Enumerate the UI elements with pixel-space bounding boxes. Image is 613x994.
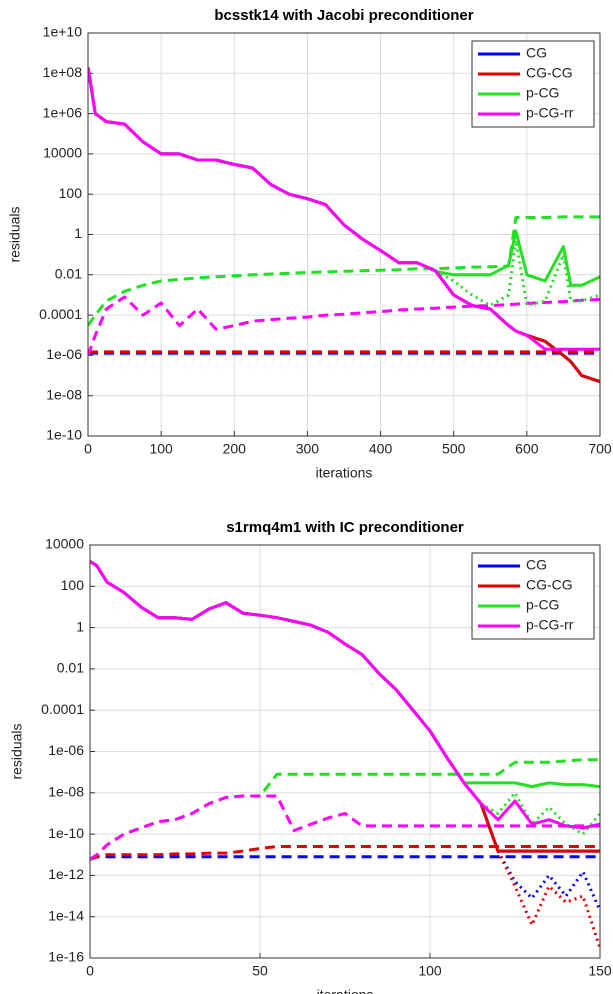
y-tick-label: 1e+10 — [43, 24, 83, 40]
y-axis-label: residuals — [7, 206, 23, 262]
series-line-dashed — [90, 855, 600, 861]
x-axis-label: iterations — [317, 987, 374, 994]
legend-entry: CG-CG — [526, 577, 573, 593]
y-tick-label: 1e-12 — [48, 866, 84, 882]
series-line-dashed — [88, 215, 600, 327]
chart-title: bcsstk14 with Jacobi preconditioner — [214, 7, 473, 24]
x-tick-label: 600 — [515, 441, 539, 457]
y-tick-label: 1e-14 — [48, 907, 84, 923]
y-tick-label: 1e-16 — [48, 949, 84, 965]
y-tick-label: 1e-08 — [48, 784, 84, 800]
series-line-dashed — [90, 794, 600, 861]
legend-entry: p-CG — [526, 85, 559, 101]
legend-entry: CG-CG — [526, 65, 573, 81]
legend-entry: p-CG — [526, 597, 559, 613]
y-tick-label: 0.0001 — [41, 701, 84, 717]
y-tick-label: 100 — [61, 577, 85, 593]
y-tick-label: 1e-10 — [48, 825, 84, 841]
x-tick-label: 400 — [369, 441, 393, 457]
series-line — [90, 560, 600, 830]
y-tick-label: 0.0001 — [39, 306, 82, 322]
series-line-dotted — [480, 791, 600, 836]
x-tick-label: 0 — [86, 963, 94, 979]
series-line — [88, 66, 600, 351]
axes-frame — [89, 544, 601, 959]
y-axis-label: residuals — [9, 723, 25, 779]
x-tick-label: 500 — [442, 441, 466, 457]
y-tick-label: 1 — [74, 225, 82, 241]
y-tick-label: 1e-06 — [48, 742, 84, 758]
x-axis-label: iterations — [316, 465, 373, 481]
y-tick-label: 10000 — [45, 536, 84, 552]
x-tick-label: 0 — [84, 441, 92, 457]
x-tick-label: 300 — [296, 441, 320, 457]
x-tick-label: 700 — [588, 441, 612, 457]
y-tick-label: 1e-08 — [46, 386, 82, 402]
y-tick-label: 1e+06 — [43, 104, 83, 120]
x-tick-label: 200 — [223, 441, 247, 457]
y-tick-label: 0.01 — [57, 660, 84, 676]
y-tick-label: 1 — [76, 618, 84, 634]
y-tick-label: 1e+08 — [43, 64, 83, 80]
legend-entry: p-CG-rr — [526, 617, 574, 633]
axes-frame — [87, 32, 601, 437]
x-tick-label: 100 — [418, 963, 442, 979]
plot-lines — [88, 66, 600, 384]
legend-entry: p-CG-rr — [526, 105, 574, 121]
x-tick-label: 50 — [252, 963, 268, 979]
y-tick-label: 100 — [59, 185, 83, 201]
x-tick-label: 150 — [588, 963, 612, 979]
legend-entry: CG — [526, 45, 547, 61]
series-line-dashed — [90, 845, 600, 861]
series-line-dashed — [88, 295, 600, 356]
y-tick-label: 0.01 — [55, 266, 82, 282]
y-tick-label: 1e-10 — [46, 427, 82, 443]
chart-title: s1rmq4m1 with IC preconditioner — [226, 519, 464, 536]
plot-lines — [90, 560, 600, 949]
legend-entry: CG — [526, 557, 547, 573]
y-tick-label: 1e-06 — [46, 346, 82, 362]
x-tick-label: 100 — [149, 441, 173, 457]
y-tick-label: 10000 — [43, 145, 82, 161]
